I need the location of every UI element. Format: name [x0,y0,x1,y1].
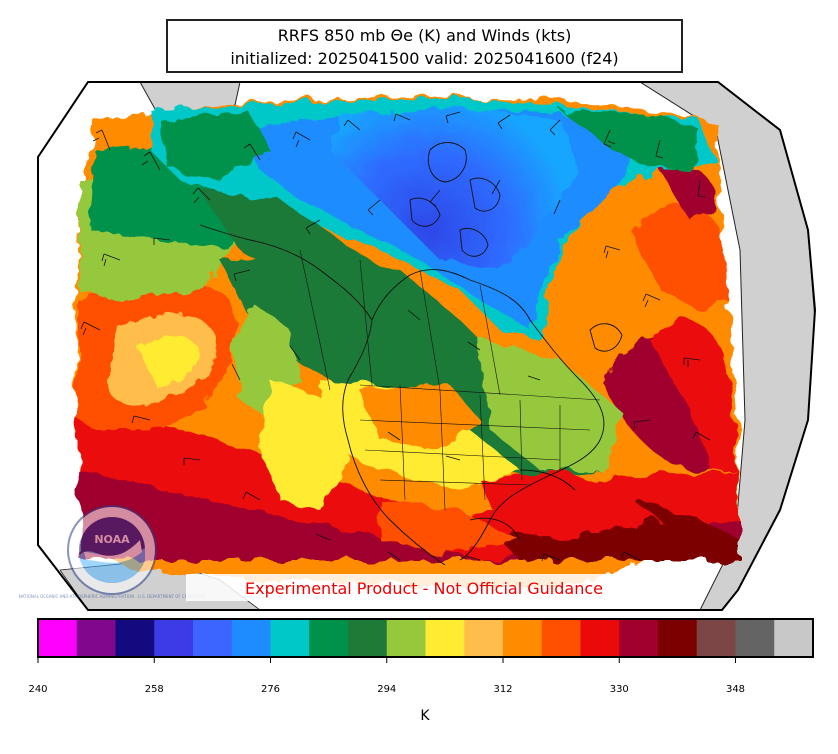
colorbar-cell [541,619,581,657]
colorbar-units-label: K [420,708,430,724]
logo-ring-text: NATIONAL OCEANIC AND ATMOSPHERIC ADMINIS… [19,594,206,599]
colorbar-tick-label: 240 [28,684,47,695]
colorbar-tick-label: 330 [610,684,629,695]
colorbar-cell [386,619,426,657]
colorbar-cell [38,619,78,657]
colorbar-cell [619,619,659,657]
coastlines [199,142,623,566]
colorbar-cell [154,619,194,657]
colorbar-cell [115,619,155,657]
colorbar-cell [580,619,620,657]
noaa-logo-icon: NOAA NATIONAL OCEANIC AND ATMOSPHERIC AD… [19,505,206,599]
colorbar-ticks: 240 258 276 294 312 330 348 [28,657,745,695]
watermark-text: Experimental Product - Not Official Guid… [245,579,603,598]
political-borders [299,249,601,511]
colorbar-tick-label: 258 [145,684,164,695]
colorbar-tick-label: 294 [377,684,396,695]
colorbar-outline [37,618,814,658]
title-box: RRFS 850 mb Θe (K) and Winds (kts) initi… [166,19,683,73]
colorbar-cell [464,619,504,657]
wind-barbs [80,111,711,562]
colorbar-cells [38,619,814,657]
colorbar-tick-label: 312 [493,684,512,695]
colorbar-cell [503,619,543,657]
colorbar-cell [231,619,271,657]
map-frame [37,81,817,611]
watermark-background [186,574,662,601]
colorbar-cell [348,619,388,657]
colorbar-cell [735,619,775,657]
colorbar-tick-label: 276 [261,684,280,695]
colorbar-cell [774,619,814,657]
logo-center-text: NOAA [94,533,130,546]
colorbar-tick-label: 348 [726,684,745,695]
colorbar-cell [270,619,310,657]
colorbar-cell [658,619,698,657]
colorbar-cell [309,619,349,657]
theta-e-field [75,96,740,590]
colorbar-cell [193,619,233,657]
title-line-2: initialized: 2025041500 valid: 202504160… [230,49,619,68]
colorbar-cell [425,619,465,657]
map-area [38,82,815,610]
title-line-1: RRFS 850 mb Θe (K) and Winds (kts) [277,26,572,45]
colorbar-cell [76,619,116,657]
colorbar-cell [696,619,736,657]
